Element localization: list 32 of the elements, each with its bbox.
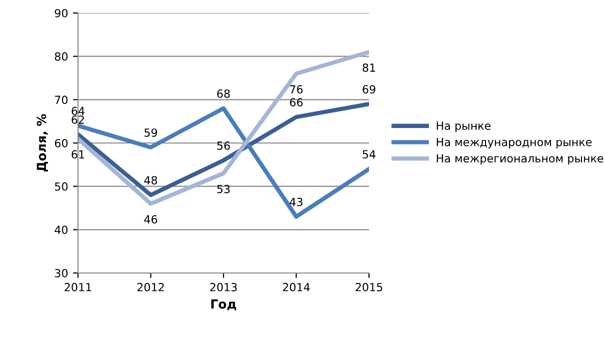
x-tick-label: 2011 (64, 282, 92, 292)
data-label: 43 (290, 198, 302, 206)
data-label: 62 (72, 115, 84, 124)
x-tick-label: 2014 (282, 282, 310, 292)
x-tick-label: 2015 (356, 282, 382, 292)
y-tick-label: 90 (54, 8, 68, 18)
data-label: 56 (217, 141, 230, 150)
data-label: 76 (290, 85, 303, 94)
data-label: 59 (144, 128, 158, 137)
data-label: 64 (72, 106, 84, 116)
data-label: 54 (362, 150, 376, 159)
data-label: 81 (362, 63, 376, 72)
x-axis-title: Год (211, 299, 236, 310)
data-label: 48 (144, 176, 158, 185)
y-axis-title: Доля, % (36, 114, 48, 172)
legend-label: На рынке (436, 122, 491, 132)
y-tick-label: 70 (55, 96, 68, 104)
data-label: 61 (72, 150, 84, 159)
y-tick-label: 50 (54, 182, 68, 191)
x-tick-label: 2013 (210, 282, 237, 292)
legend-label: На международном рынке (436, 138, 592, 148)
data-label: 66 (290, 98, 303, 107)
y-tick-label: 30 (54, 268, 68, 278)
y-tick-label: 60 (54, 138, 68, 148)
data-label: 53 (217, 184, 230, 194)
data-label: 69 (362, 85, 376, 94)
x-tick-label: 2012 (137, 282, 164, 292)
data-label: 68 (217, 89, 230, 98)
legend-label: На межрегиональном рынке (436, 154, 604, 165)
y-tick-label: 40 (54, 226, 68, 234)
y-tick-label: 80 (54, 52, 68, 61)
data-label: 46 (144, 215, 158, 224)
